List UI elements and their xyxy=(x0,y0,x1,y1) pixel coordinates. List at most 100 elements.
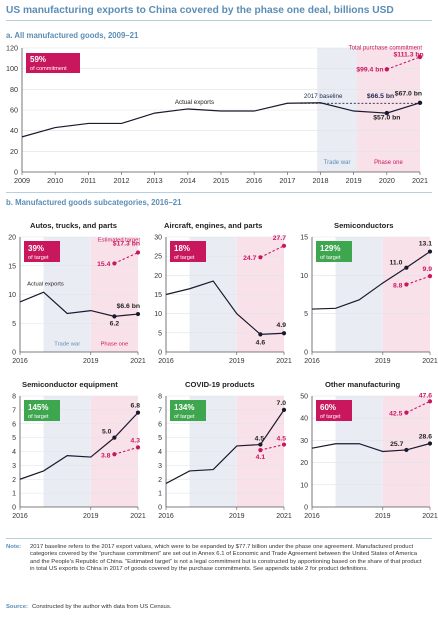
label-target-2021: $17.3 bn xyxy=(113,241,140,248)
note-label: Note: xyxy=(6,544,22,550)
actual-point xyxy=(404,265,409,270)
series-actual-line xyxy=(311,251,431,310)
badge-text: of target xyxy=(28,255,49,261)
x-tick-label: 2016 xyxy=(304,358,320,365)
target-point xyxy=(281,243,287,248)
section-a-title: a. All manufactured goods, 2009–21 xyxy=(6,31,139,40)
actual-point xyxy=(281,407,287,412)
series-actual-line xyxy=(165,280,285,335)
x-tick-label: 2019 xyxy=(229,358,245,365)
label-target-2021: 27.7 xyxy=(273,235,286,242)
badge-text: of target xyxy=(320,255,341,261)
series-actual-line xyxy=(311,442,431,453)
x-tick-label: 2016 xyxy=(158,358,174,365)
x-tick-label: 2021 xyxy=(130,513,146,520)
label-target-2020: 15.4 xyxy=(97,261,110,268)
label-target-2021: 9.9 xyxy=(423,266,433,273)
label-actual-2021: 28.6 xyxy=(419,434,432,441)
badge-text: of commitment xyxy=(30,66,67,72)
series-actual-line xyxy=(21,102,421,138)
y-tick-label: 20 xyxy=(154,273,162,280)
y-tick-label: 5 xyxy=(12,321,16,328)
panel-title-semi-equipment: Semiconductor equipment xyxy=(22,380,118,389)
panel-title-other: Other manufacturing xyxy=(325,380,401,389)
label-baseline-value: $66.5 bn xyxy=(367,93,394,100)
y-tick-label: 1 xyxy=(12,491,16,498)
target-point xyxy=(404,282,409,287)
x-tick-label: 2014 xyxy=(180,176,196,185)
series-actual-line xyxy=(165,409,285,484)
series-actual-line xyxy=(19,412,139,480)
y-tick-label: 2 xyxy=(158,477,162,484)
series-target-line xyxy=(260,444,285,451)
y-tick-label: 7 xyxy=(12,407,16,414)
badge-text: of target xyxy=(320,414,341,420)
label-actual-2020: 4.5 xyxy=(255,436,265,443)
badge xyxy=(170,241,206,262)
note-text: 2017 baseline refers to the 2017 export … xyxy=(30,544,422,572)
footer-rule xyxy=(6,538,432,539)
y-tick-label: 0 xyxy=(304,350,308,357)
label-target-2021: 4.5 xyxy=(277,436,287,443)
y-tick-label: 15 xyxy=(300,235,308,242)
section-rule xyxy=(6,192,432,193)
badge-value: 134% xyxy=(174,403,194,412)
y-tick-label: 40 xyxy=(10,126,18,135)
actual-point xyxy=(112,435,117,440)
target-point xyxy=(135,250,141,255)
y-tick-label: 40 xyxy=(300,416,308,423)
chart-semiconductor-equipment: 0 1 2 3 4 5 6 7 8 2016 2019 2021 145% of target 6.8 5.0… xyxy=(12,394,146,521)
actual-point xyxy=(281,331,287,336)
y-tick-label: 120 xyxy=(6,44,18,53)
label-target-2020: 42.5 xyxy=(389,411,402,418)
y-tick-label: 5 xyxy=(158,435,162,442)
panel-title-covid: COVID-19 products xyxy=(185,380,255,389)
chart-covid-products: 0 1 2 3 4 5 6 7 8 2016 2019 2021 134% of target 7.0 4.5… xyxy=(158,394,292,521)
x-tick-label: 2009 xyxy=(14,176,30,185)
badge-value: 60% xyxy=(320,403,336,412)
label-actual-2021: 13.1 xyxy=(419,241,432,248)
label-commitment-value: $111.3 bn xyxy=(393,51,423,58)
x-tick-label: 2021 xyxy=(276,513,292,520)
y-tick-label: 100 xyxy=(6,64,18,73)
badge xyxy=(316,400,352,421)
chart-other-manufacturing: 0 10 20 30 40 50 2016 2019 2021 60% of target 47.6 4… xyxy=(300,392,438,520)
y-tick-label: 1 xyxy=(158,491,162,498)
x-tick-label: 2021 xyxy=(422,358,438,365)
target-point xyxy=(258,255,263,260)
y-tick-label: 5 xyxy=(158,330,162,337)
actual-point xyxy=(427,441,433,446)
y-tick-label: 0 xyxy=(12,505,16,512)
figure-title: US manufacturing exports to China covere… xyxy=(6,5,394,16)
y-tick-label: 6 xyxy=(12,421,16,428)
x-tick-label: 2016 xyxy=(304,513,320,520)
label-commitment: Total purchase commitment xyxy=(349,46,423,52)
series-target-line xyxy=(114,446,139,455)
y-tick-label: 10 xyxy=(300,273,308,280)
x-tick-label: 2016 xyxy=(246,176,262,185)
label-actual-2021: 4.9 xyxy=(277,322,287,329)
y-tick-label: 3 xyxy=(158,463,162,470)
label-actual-2020: 6.2 xyxy=(110,320,120,327)
y-tick-label: 20 xyxy=(8,235,16,242)
actual-point xyxy=(112,314,117,319)
shade-phase-one xyxy=(382,237,430,352)
y-tick-label: 8 xyxy=(12,394,16,401)
shade-label-phase-one: Phase one xyxy=(374,160,403,166)
label-target-2020: $99.4 bn xyxy=(356,66,383,73)
y-tick-label: 5 xyxy=(304,311,308,318)
series-actual-line xyxy=(19,291,139,317)
badge xyxy=(24,400,60,421)
shade-label-phase-one: Phase one xyxy=(101,342,129,348)
actual-point xyxy=(258,442,263,447)
actual-point xyxy=(404,447,409,453)
label-actual-2020: $57.0 bn xyxy=(373,114,400,121)
chart-all-manufactured: 0 20 40 60 80 100 120 2009 2010 2011 2012 2013 2014 2… xyxy=(6,44,428,186)
y-tick-label: 5 xyxy=(12,435,16,442)
y-tick-label: 10 xyxy=(154,311,162,318)
target-point xyxy=(281,442,287,447)
y-tick-label: 50 xyxy=(300,394,308,401)
commitment-point xyxy=(417,54,423,60)
x-tick-label: 2019 xyxy=(346,176,362,185)
panel-title-semis: Semiconductors xyxy=(334,221,394,230)
